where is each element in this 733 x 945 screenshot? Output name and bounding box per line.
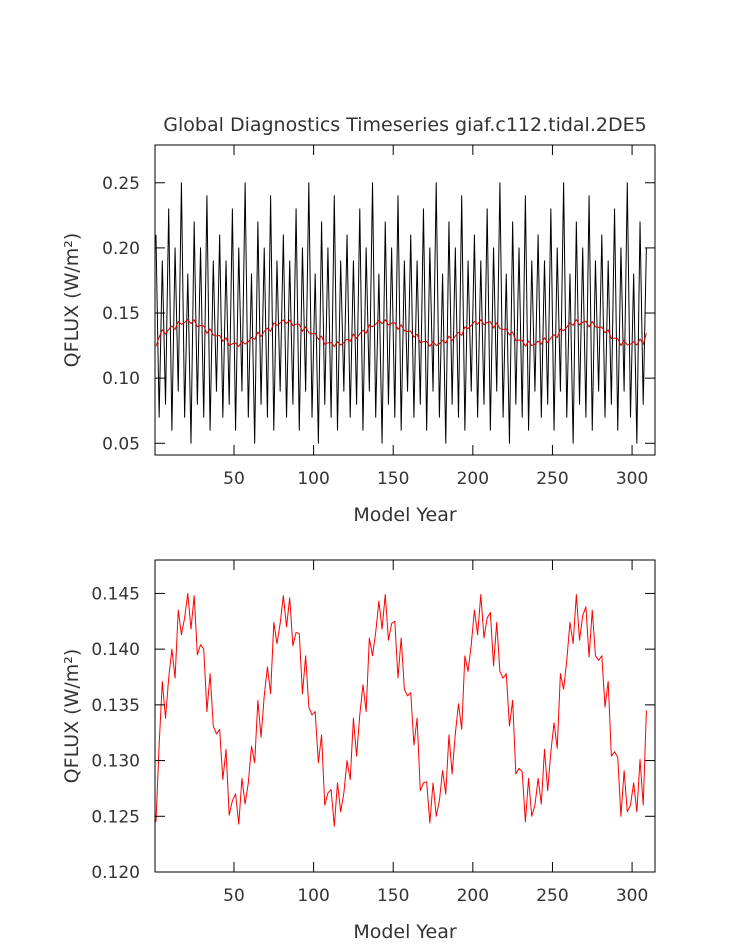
y-tick-label: 0.130 bbox=[91, 752, 140, 772]
x-axis-label: Model Year bbox=[353, 504, 457, 526]
y-tick-label: 0.140 bbox=[91, 640, 140, 660]
y-tick-label: 0.20 bbox=[102, 239, 140, 259]
x-tick-label: 50 bbox=[223, 469, 245, 489]
x-tick-label: 100 bbox=[297, 886, 329, 906]
x-tick-label: 200 bbox=[457, 469, 489, 489]
chart-title: Global Diagnostics Timeseries giaf.c112.… bbox=[163, 114, 646, 136]
series-line bbox=[155, 319, 647, 348]
y-tick-label: 0.125 bbox=[91, 807, 140, 827]
y-axis-label: QFLUX (W/m²) bbox=[61, 649, 83, 784]
x-tick-label: 200 bbox=[457, 886, 489, 906]
x-tick-label: 100 bbox=[297, 469, 329, 489]
x-tick-label: 300 bbox=[616, 886, 648, 906]
y-tick-label: 0.120 bbox=[91, 863, 140, 883]
plot-frame bbox=[154, 559, 656, 873]
plot-frame bbox=[154, 144, 656, 456]
x-tick-label: 300 bbox=[616, 469, 648, 489]
y-tick-label: 0.10 bbox=[102, 369, 140, 389]
y-tick-label: 0.15 bbox=[102, 304, 140, 324]
x-tick-label: 50 bbox=[223, 886, 245, 906]
y-tick-label: 0.135 bbox=[91, 696, 140, 716]
y-axis-label: QFLUX (W/m²) bbox=[61, 233, 83, 368]
y-tick-label: 0.145 bbox=[91, 584, 140, 604]
series-line bbox=[155, 592, 647, 827]
x-tick-label: 150 bbox=[377, 469, 409, 489]
y-tick-label: 0.05 bbox=[102, 434, 140, 454]
y-tick-label: 0.25 bbox=[102, 174, 140, 194]
x-tick-label: 250 bbox=[536, 469, 568, 489]
x-tick-label: 150 bbox=[377, 886, 409, 906]
series-line bbox=[155, 182, 647, 444]
x-axis-label: Model Year bbox=[353, 921, 457, 943]
x-tick-label: 250 bbox=[536, 886, 568, 906]
